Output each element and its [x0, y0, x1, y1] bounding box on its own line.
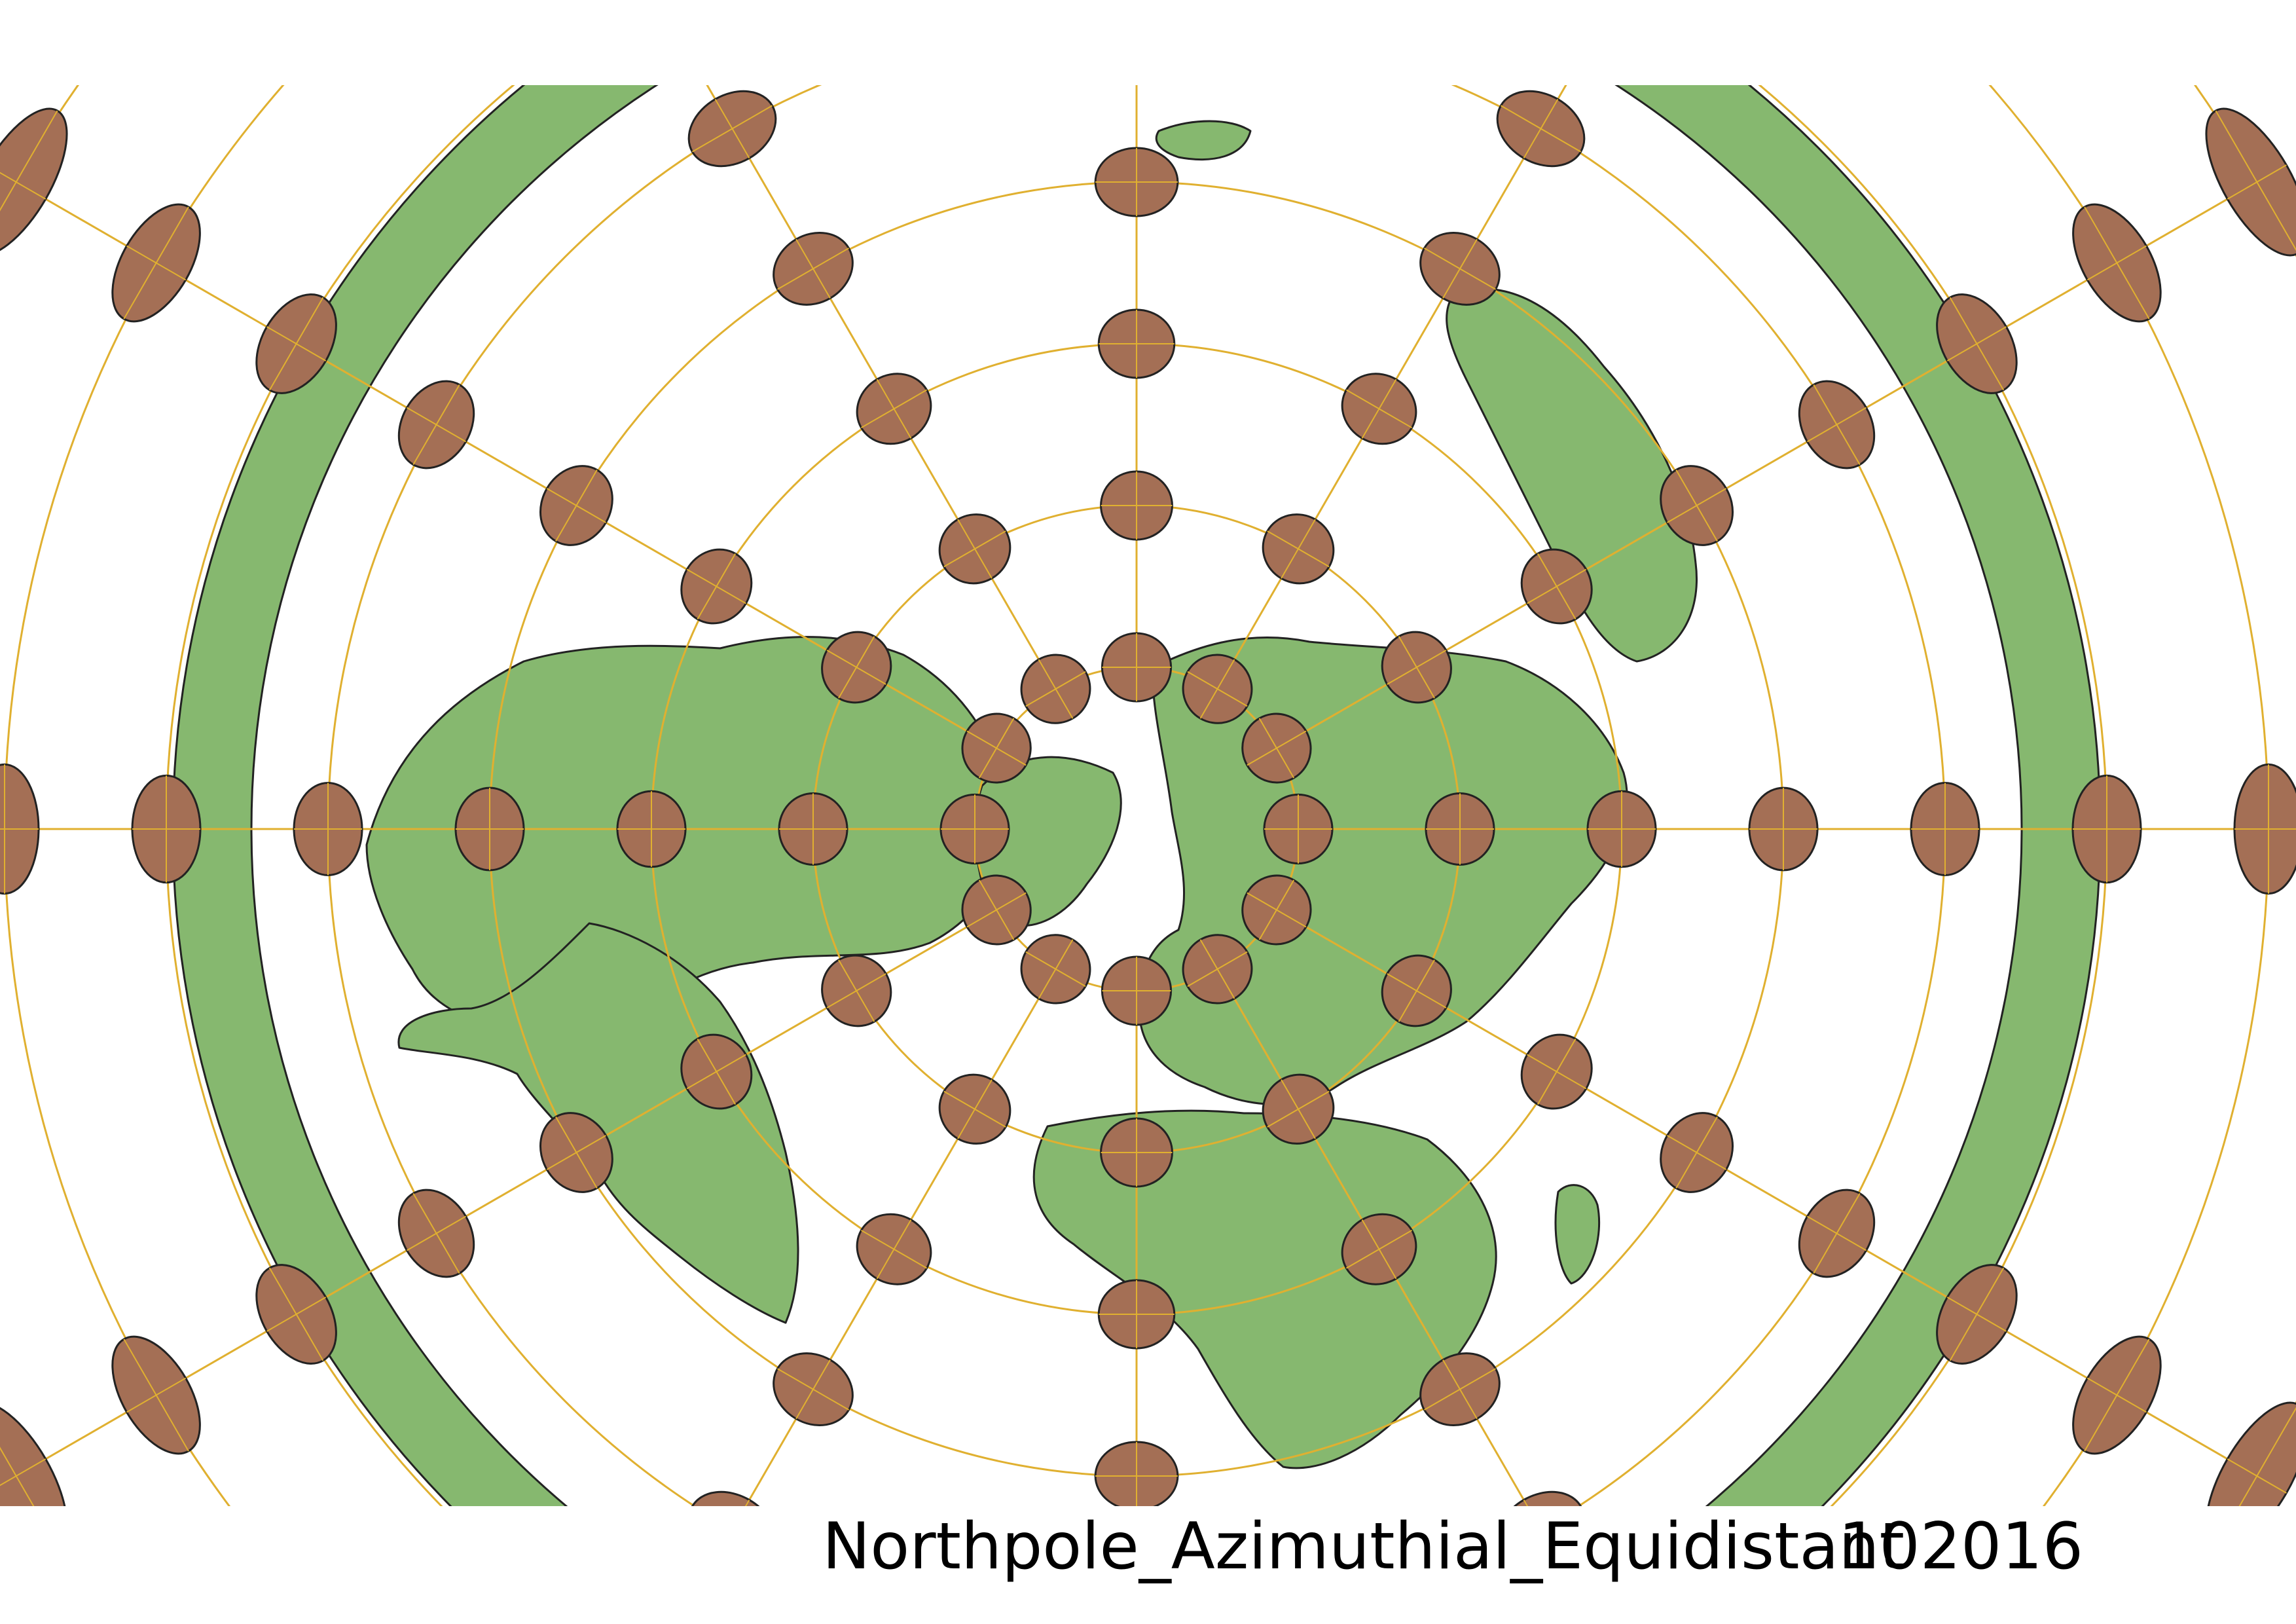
tissot-ellipse [1262, 513, 1335, 585]
tissot-ellipse [111, 203, 201, 323]
tissot-ellipse [687, 90, 777, 168]
tissot-ellipse [687, 1490, 777, 1506]
south-america [397, 922, 799, 1324]
tissot-ellipse [821, 631, 892, 704]
madagascar [1554, 1184, 1601, 1285]
tissot-ellipse [680, 548, 753, 625]
japan-kamchatka-arc [1446, 287, 1698, 663]
tissot-ellipse [1936, 293, 2018, 394]
australia [1155, 120, 1252, 161]
tissot-ellipse [1241, 874, 1312, 946]
tissot-ellipse [961, 712, 1032, 784]
tissot-ellipse [111, 1335, 201, 1455]
tissot-ellipse [939, 793, 1010, 865]
tissot-ellipse [0, 763, 40, 895]
tissot-ellipse [1660, 465, 1734, 546]
tissot-ellipse [938, 513, 1011, 585]
tissot-ellipse [1520, 1033, 1593, 1110]
tissot-ellipse [680, 1033, 753, 1110]
tissot-ellipse [1341, 373, 1417, 445]
tissot-ellipse [1496, 1490, 1586, 1506]
tissot-ellipse [2205, 1401, 2296, 1506]
tissot-ellipse [1097, 1279, 1176, 1350]
tissot-ellipse [856, 1213, 932, 1285]
tissot-ellipse [131, 774, 202, 884]
tissot-ellipse [1910, 782, 1980, 876]
tissot-ellipse [454, 786, 525, 872]
tissot-ellipse [1798, 1189, 1876, 1278]
tissot-ellipse [1936, 1264, 2018, 1365]
tissot-ellipse [255, 293, 337, 394]
tissot-ellipse [1381, 954, 1452, 1027]
tissot-ellipse [1020, 934, 1091, 1005]
tissot-ellipse [1496, 90, 1586, 168]
tissot-ellipse [856, 373, 932, 445]
tissot-ellipse [1100, 470, 1173, 541]
projection-code: 102016 [1838, 1509, 2084, 1584]
tissot-ellipse [1100, 1117, 1173, 1188]
tissot-ellipse [1558, 1614, 1685, 1624]
tissot-ellipse [1091, 1604, 1183, 1624]
tissot-ellipse [1558, 0, 1685, 45]
tissot-ellipse [588, 0, 714, 45]
tissot-ellipse [539, 1112, 613, 1193]
tissot-ellipse [397, 380, 475, 470]
tissot-ellipse [1091, 0, 1183, 54]
tissot-ellipse [821, 954, 892, 1027]
tissot-ellipse [778, 792, 848, 866]
tissot-ellipse [2071, 774, 2142, 884]
tissot-ellipse [773, 1352, 854, 1427]
tissot-ellipse [961, 874, 1032, 946]
tissot-ellipse [1798, 380, 1876, 470]
tissot-ellipse [0, 1401, 68, 1506]
tissot-ellipse [2072, 1335, 2162, 1455]
projection-title: Northpole_Azimuthial_Equidistant [822, 1509, 1905, 1584]
tissot-ellipse [1419, 231, 1501, 306]
tissot-ellipse [2072, 203, 2162, 323]
tissot-ellipse [1262, 1073, 1335, 1145]
tissot-ellipse [1182, 654, 1253, 724]
tissot-ellipse [1094, 147, 1179, 217]
tissot-ellipse [1097, 308, 1176, 379]
tissot-ellipse [588, 1614, 714, 1624]
tissot-ellipse [1182, 934, 1253, 1005]
tissot-ellipse [1419, 1352, 1501, 1427]
tissot-ellipse [1094, 1441, 1179, 1506]
tissot-ellipse [1520, 548, 1593, 625]
tissot-ellipse [1381, 631, 1452, 704]
tissot-ellipse [1020, 654, 1091, 724]
tissot-ellipse [773, 231, 854, 306]
tissot-ellipse [616, 790, 687, 868]
tissot-ellipse [1660, 1112, 1734, 1193]
tissot-ellipse [1263, 793, 1334, 865]
tissot-ellipse [1748, 786, 1819, 872]
tissot-ellipse [1586, 790, 1657, 868]
tissot-ellipse [2205, 107, 2296, 257]
tissot-ellipse [539, 465, 613, 546]
tissot-ellipse [255, 1264, 337, 1365]
tissot-ellipse [2233, 763, 2296, 895]
tissot-ellipse [1241, 712, 1312, 784]
tissot-ellipse [293, 782, 363, 876]
tissot-ellipse [1425, 792, 1495, 866]
tissot-ellipse [0, 107, 68, 257]
tissot-ellipse [1341, 1213, 1417, 1285]
tissot-ellipse [938, 1073, 1011, 1145]
tissot-ellipse [397, 1189, 475, 1278]
tissot-ellipse [1101, 955, 1173, 1026]
tissot-ellipse [1101, 632, 1173, 703]
